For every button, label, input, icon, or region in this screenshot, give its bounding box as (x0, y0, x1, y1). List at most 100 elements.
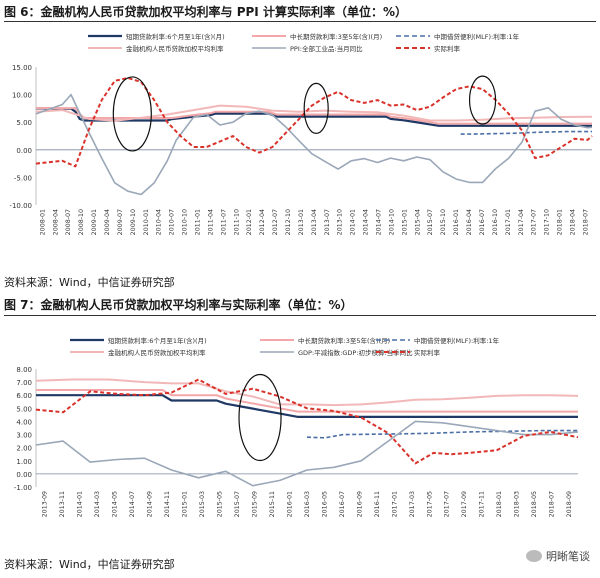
y-tick-label: 8.00 (16, 366, 32, 374)
legend-label: GDP:平减指数:GDP:初步核算:当季同比 (298, 348, 413, 357)
x-tick-label: 2016-09 (356, 491, 363, 517)
legend-label: 中长期贷款利率:3至5年(含)(月) (290, 32, 382, 41)
figure2-source: 资料来源：Wind，中信证券研究部 (4, 558, 175, 571)
x-tick-label: 2010-10 (182, 209, 189, 235)
x-tick-label: 2015-10 (440, 209, 447, 235)
x-tick-label: 2008-10 (78, 209, 85, 235)
y-tick-label: -10.00 (9, 202, 32, 210)
x-tick-label: 2014-09 (147, 491, 154, 517)
x-tick-label: 2016-01 (286, 491, 293, 517)
y-tick-label: 7.00 (16, 379, 32, 387)
x-tick-label: 2012-04 (259, 209, 266, 235)
x-tick-label: 2013-07 (324, 209, 331, 235)
x-tick-label: 2014-04 (363, 209, 370, 235)
x-tick-label: 2009-01 (91, 209, 98, 235)
x-tick-label: 2009-10 (130, 209, 137, 235)
x-tick-label: 2014-07 (129, 491, 136, 517)
x-tick-label: 2011-04 (207, 209, 214, 235)
x-tick-label: 2009-04 (104, 209, 111, 235)
x-tick-label: 2018-05 (531, 491, 538, 517)
legend-label: 中期借贷便利(MLF):利率:1年 (434, 32, 520, 41)
y-tick-label: 5.00 (16, 119, 32, 127)
legend-label: PPI:全部工业品:当月同比 (290, 44, 363, 53)
x-tick-label: 2015-07 (427, 209, 434, 235)
legend-label: 短期贷款利率:6个月至1年(含)(月) (126, 32, 225, 41)
x-tick-label: 2012-10 (285, 209, 292, 235)
x-tick-label: 2018-07 (582, 209, 589, 235)
x-tick-label: 2014-11 (164, 491, 171, 517)
legend-label: 中长期贷款利率:3至5年(含)(月) (298, 336, 390, 345)
x-tick-label: 2018-04 (569, 209, 576, 235)
series-line (35, 93, 593, 196)
legend-label: 实际利率 (414, 348, 441, 357)
legend-label: 短期贷款利率:6个月至1年(含)(月) (108, 336, 207, 345)
x-tick-label: 2016-10 (492, 209, 499, 235)
highlight-ellipse (468, 75, 497, 125)
series-line (36, 394, 578, 418)
highlight-ellipse (303, 82, 329, 135)
x-tick-label: 2011-01 (195, 209, 202, 235)
x-tick-label: 2017-03 (409, 491, 416, 517)
x-tick-label: 2014-05 (112, 491, 119, 517)
x-tick-label: 2014-01 (350, 209, 357, 235)
y-tick-label: 4.00 (16, 418, 32, 426)
x-tick-label: 2010-07 (169, 209, 176, 235)
x-tick-label: 2013-09 (42, 491, 49, 517)
series-line (35, 378, 579, 465)
legend-label: 实际利率 (434, 44, 461, 53)
y-tick-label: 1.00 (16, 458, 32, 466)
x-tick-label: 2015-01 (182, 491, 189, 517)
series-line (35, 420, 579, 487)
x-tick-label: 2015-05 (216, 491, 223, 517)
watermark: 明晰笔谈 (526, 548, 590, 564)
legend: 短期贷款利率:6个月至1年(含)(月) 中长期贷款利率:3至5年(含)(月) 中期借… (70, 336, 500, 357)
y-tick-label: 15.00 (12, 64, 32, 72)
x-tick-label: 2017-07 (531, 209, 538, 235)
x-tick-label: 2016-05 (321, 491, 328, 517)
x-tick-label: 2009-07 (117, 209, 124, 235)
x-tick-label: 2015-11 (269, 491, 276, 517)
figure2-title-rule (4, 315, 596, 316)
figure1-title: 图 6：金融机构人民币贷款加权平均利率与 PPI 计算实际利率（单位：%） (4, 5, 407, 19)
x-tick-label: 2016-07 (339, 491, 346, 517)
x-tick-label: 2018-09 (566, 491, 573, 517)
wechat-icon (526, 550, 542, 562)
y-tick-label: 6.00 (16, 392, 32, 400)
x-tick-label: 2018-03 (514, 491, 521, 517)
x-tick-label: 2018-07 (549, 491, 556, 517)
x-tick-label: 2015-09 (251, 491, 258, 517)
y-tick-label: 5.00 (16, 405, 32, 413)
highlight-ellipse (238, 373, 282, 462)
x-tick-label: 2017-04 (518, 209, 525, 235)
x-tick-label: 2016-11 (374, 491, 381, 517)
legend-label: 金融机构人民币贷款加权平均利率 (108, 348, 206, 357)
x-tick-label: 2014-03 (94, 491, 101, 517)
x-tick-label: 2011-10 (233, 209, 240, 235)
figure1-source: 资料来源：Wind，中信证券研究部 (4, 276, 175, 289)
x-tick-label: 2011-07 (220, 209, 227, 235)
x-tick-label: 2017-05 (426, 491, 433, 517)
x-tick-label: 2008-04 (52, 209, 59, 235)
x-tick-label: 2015-01 (401, 209, 408, 235)
x-tick-label: 2017-10 (544, 209, 551, 235)
legend-label: 中期借贷便利(MLF):利率:1年 (414, 336, 500, 345)
x-tick-label: 2013-01 (298, 209, 305, 235)
x-tick-label: 2012-01 (246, 209, 253, 235)
series-line (306, 429, 578, 439)
x-tick-label: 2015-03 (199, 491, 206, 517)
y-tick-label: 2.00 (16, 445, 32, 453)
x-tick-label: 2014-07 (376, 209, 383, 235)
series-line (35, 378, 579, 407)
figure1-title-rule (4, 21, 596, 22)
x-tick-label: 2013-10 (337, 209, 344, 235)
x-tick-label: 2015-04 (414, 209, 421, 235)
y-tick-label: -5.00 (14, 174, 32, 182)
highlight-ellipse (112, 76, 152, 152)
x-tick-label: 2017-11 (479, 491, 486, 517)
x-tick-label: 2013-04 (311, 209, 318, 235)
figure2-title: 图 7：金融机构人民币贷款加权平均利率与实际利率（单位：%） (4, 298, 353, 312)
x-tick-label: 2016-01 (453, 209, 460, 235)
x-tick-label: 2016-04 (466, 209, 473, 235)
x-tick-label: 2017-09 (461, 491, 468, 517)
series-line (35, 104, 593, 122)
